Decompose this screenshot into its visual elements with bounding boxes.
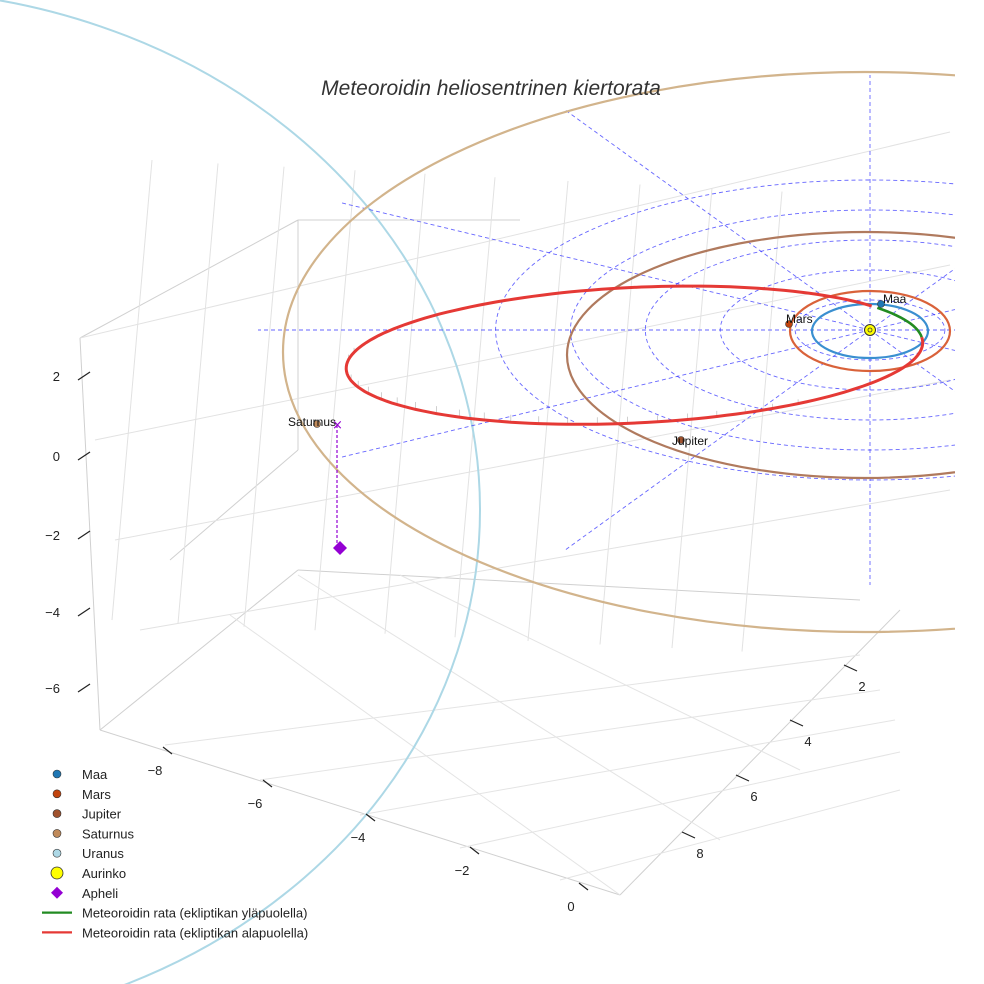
aphelion-marker bbox=[333, 541, 347, 555]
grid-line bbox=[599, 184, 641, 645]
y-tick bbox=[789, 719, 804, 727]
x-tick-label: 0 bbox=[567, 899, 574, 914]
aphelion-projection-marker: × bbox=[332, 418, 343, 433]
meteoroid-orbit-below bbox=[344, 284, 925, 426]
legend-marker bbox=[52, 848, 62, 858]
grid-line bbox=[243, 166, 285, 627]
box-edge bbox=[169, 449, 299, 561]
maa-label: Maa bbox=[883, 292, 907, 306]
grid-line bbox=[527, 180, 569, 641]
legend-marker bbox=[52, 769, 62, 779]
z-tick bbox=[77, 371, 91, 381]
x-tick-label: −8 bbox=[148, 763, 163, 778]
x-tick-label: −2 bbox=[455, 863, 470, 878]
sun-marker-core bbox=[867, 327, 873, 333]
grid-line bbox=[459, 751, 901, 849]
grid-line bbox=[384, 173, 426, 634]
box-edge bbox=[297, 569, 861, 601]
saturnus-label: Saturnus bbox=[288, 415, 336, 429]
y-tick-label: 8 bbox=[696, 846, 703, 861]
sun-marker bbox=[864, 324, 876, 336]
legend-label: Meteoroidin rata (ekliptikan alapuolella… bbox=[82, 925, 308, 940]
z-tick-label: −4 bbox=[45, 605, 60, 620]
z-tick-label: −2 bbox=[45, 528, 60, 543]
y-tick bbox=[681, 831, 696, 839]
z-tick bbox=[77, 530, 91, 540]
axis-box bbox=[79, 131, 951, 896]
grid-line bbox=[297, 574, 721, 841]
grid-line bbox=[139, 489, 951, 631]
legend-marker bbox=[51, 886, 63, 899]
meteoroid-orbit-above bbox=[876, 306, 923, 338]
grid-line bbox=[79, 131, 951, 339]
grid-line bbox=[454, 177, 496, 638]
x-tick bbox=[578, 882, 589, 891]
uranus-orbit bbox=[0, 0, 481, 984]
z-tick-label: −6 bbox=[45, 681, 60, 696]
reference-spoke bbox=[869, 329, 955, 351]
z-tick bbox=[77, 451, 91, 461]
legend-label: Meteoroidin rata (ekliptikan yläpuolella… bbox=[82, 906, 307, 921]
grid-line bbox=[111, 160, 153, 621]
legend-label: Mars bbox=[82, 787, 111, 802]
grid-line bbox=[559, 789, 901, 881]
y-tick bbox=[735, 774, 750, 782]
jupiter-label: Jupiter bbox=[672, 434, 708, 448]
z-tick-label: 0 bbox=[53, 449, 60, 464]
mars-marker bbox=[785, 320, 793, 328]
box-edge bbox=[99, 569, 299, 731]
legend-marker bbox=[52, 789, 62, 799]
legend-marker bbox=[52, 829, 62, 838]
box-edge bbox=[619, 609, 901, 896]
maa-marker bbox=[877, 300, 885, 308]
saturnus-marker bbox=[313, 420, 321, 428]
grid-line bbox=[229, 614, 621, 896]
legend: Maa Mars Jupiter Saturnus Uranus Aurinko Aphel… bbox=[42, 767, 308, 940]
grid-line bbox=[741, 191, 783, 652]
legend-label: Jupiter bbox=[82, 807, 122, 822]
reference-spoke bbox=[339, 202, 871, 331]
grid-line bbox=[359, 719, 896, 816]
legend-label: Aurinko bbox=[82, 866, 126, 881]
legend-label: Apheli bbox=[82, 886, 118, 901]
x-tick bbox=[162, 746, 173, 755]
y-tick-label: 2 bbox=[858, 679, 865, 694]
legend-marker bbox=[52, 809, 62, 818]
legend-label: Uranus bbox=[82, 846, 124, 861]
grid-line bbox=[399, 574, 801, 771]
jupiter-orbit bbox=[565, 230, 955, 480]
z-tick bbox=[77, 607, 91, 617]
mars-label: Mars bbox=[786, 312, 813, 326]
y-tick bbox=[843, 664, 858, 672]
grid-line bbox=[164, 654, 861, 746]
grid-line bbox=[259, 689, 881, 781]
box-edge bbox=[79, 337, 101, 731]
axis-ticks: 2 0 −2 −4 −6 −8 −6 −4 −2 0 2 4 6 8 bbox=[45, 369, 865, 914]
z-tick-label: 2 bbox=[53, 369, 60, 384]
y-tick-label: 6 bbox=[750, 789, 757, 804]
x-tick-label: −4 bbox=[351, 830, 366, 845]
chart-title: Meteoroidin heliosentrinen kiertorata bbox=[321, 77, 661, 100]
x-tick bbox=[365, 813, 376, 822]
legend-label: Saturnus bbox=[82, 826, 135, 841]
reference-spoke bbox=[339, 329, 871, 458]
grid-line bbox=[177, 163, 219, 624]
y-tick-label: 4 bbox=[804, 734, 811, 749]
mars-orbit bbox=[788, 289, 952, 373]
box-edge bbox=[99, 729, 621, 896]
x-tick-label: −6 bbox=[248, 796, 263, 811]
x-tick bbox=[469, 846, 480, 855]
reference-spoke bbox=[869, 329, 955, 392]
legend-marker bbox=[50, 866, 64, 880]
saturnus-orbit bbox=[282, 70, 955, 634]
x-tick bbox=[262, 779, 273, 788]
z-tick bbox=[77, 683, 91, 693]
jupiter-marker bbox=[677, 436, 685, 444]
grid-line bbox=[314, 170, 356, 631]
box-edge bbox=[79, 219, 299, 339]
legend-label: Maa bbox=[82, 767, 108, 782]
grid-line bbox=[114, 379, 951, 541]
